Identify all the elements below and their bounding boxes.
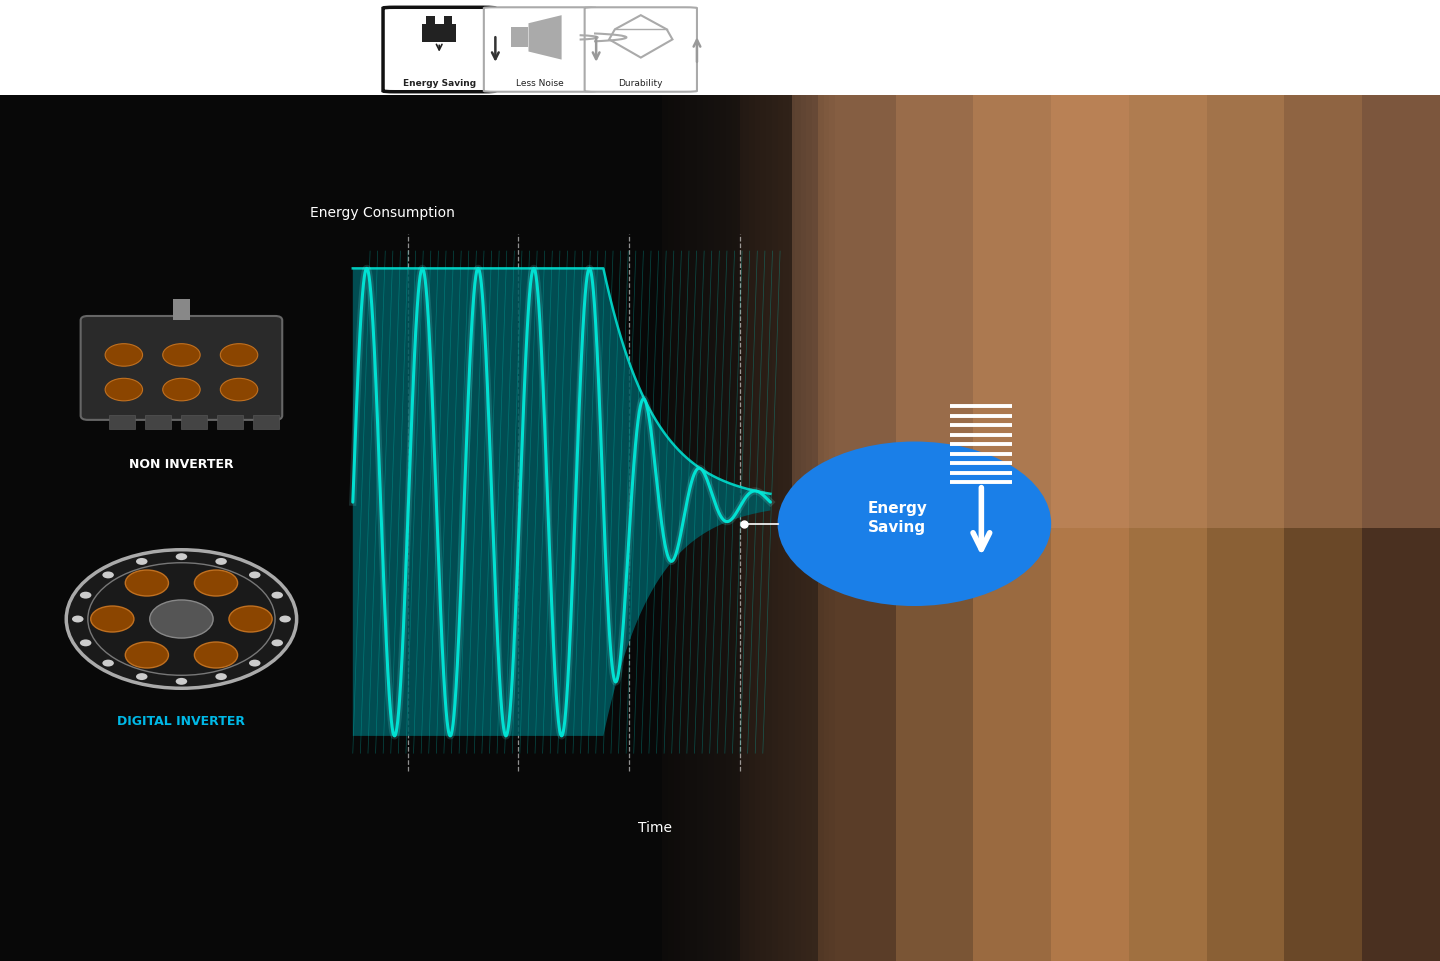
Bar [426,17,435,25]
Circle shape [125,642,168,668]
Circle shape [272,640,284,647]
Circle shape [105,344,143,367]
Bar [1051,96,1129,961]
Bar [253,415,279,429]
Bar [973,96,1051,961]
Bar [720,96,726,961]
Circle shape [249,660,261,667]
Bar [726,96,732,961]
Bar [691,96,697,961]
Bar [818,96,896,961]
Bar [680,96,685,961]
Circle shape [194,642,238,668]
Bar [145,415,171,429]
Circle shape [102,660,114,667]
Circle shape [163,344,200,367]
Circle shape [91,606,134,632]
Bar [760,96,766,961]
Bar [740,96,818,961]
Bar [511,28,528,48]
Bar [829,96,835,961]
Bar [173,300,190,321]
Bar [749,96,755,961]
Circle shape [163,379,200,402]
Circle shape [778,442,1051,606]
FancyBboxPatch shape [383,9,495,92]
Text: Time: Time [638,820,672,834]
Bar [778,96,783,961]
Bar [732,96,737,961]
Bar [697,96,703,961]
Bar [714,96,720,961]
Text: Durability: Durability [619,79,662,87]
Bar [109,415,135,429]
Circle shape [229,606,272,632]
Circle shape [176,678,187,685]
Bar [755,96,760,961]
Bar [743,96,749,961]
Bar [217,415,243,429]
Circle shape [150,601,213,638]
Bar [444,17,452,25]
Bar [674,96,680,961]
Text: Energy
Saving: Energy Saving [867,501,927,534]
Bar [1129,96,1207,961]
Circle shape [216,674,228,680]
Bar [801,96,806,961]
FancyBboxPatch shape [81,317,282,421]
Circle shape [272,592,284,599]
Text: DIGITAL INVERTER: DIGITAL INVERTER [118,714,245,727]
Circle shape [135,558,147,565]
Bar [662,96,740,961]
Text: Energy Consumption: Energy Consumption [310,206,455,220]
Bar [896,96,973,961]
Circle shape [249,572,261,579]
Circle shape [79,592,91,599]
Bar [668,96,674,961]
Text: Energy Saving: Energy Saving [403,79,475,87]
Text: Less Noise: Less Noise [516,79,564,87]
Bar [685,96,691,961]
Bar [708,96,714,961]
Circle shape [279,616,291,623]
Circle shape [135,674,147,680]
Circle shape [216,558,228,565]
Bar [792,96,1440,529]
Circle shape [102,572,114,579]
Bar [662,96,668,961]
Bar [772,96,778,961]
Bar [1207,96,1284,961]
Circle shape [194,571,238,597]
Bar [422,25,456,43]
Bar [795,96,801,961]
Bar [806,96,812,961]
Text: NON INVERTER: NON INVERTER [130,457,233,470]
Bar [703,96,708,961]
Circle shape [220,344,258,367]
Bar [766,96,772,961]
FancyBboxPatch shape [484,9,596,92]
Bar [181,415,207,429]
Bar [812,96,818,961]
Bar [818,96,824,961]
Circle shape [125,571,168,597]
Circle shape [220,379,258,402]
Bar [783,96,789,961]
FancyBboxPatch shape [585,9,697,92]
Bar [789,96,795,961]
Polygon shape [353,269,770,736]
Bar [1284,96,1362,961]
Circle shape [79,640,91,647]
Bar [1362,96,1440,961]
Circle shape [72,616,84,623]
Bar [737,96,743,961]
Polygon shape [528,16,562,61]
Circle shape [176,554,187,560]
Circle shape [66,550,297,688]
Circle shape [105,379,143,402]
Bar [824,96,829,961]
